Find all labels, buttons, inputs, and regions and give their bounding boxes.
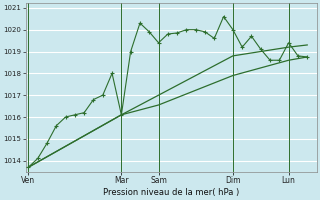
X-axis label: Pression niveau de la mer( hPa ): Pression niveau de la mer( hPa ) <box>103 188 239 197</box>
